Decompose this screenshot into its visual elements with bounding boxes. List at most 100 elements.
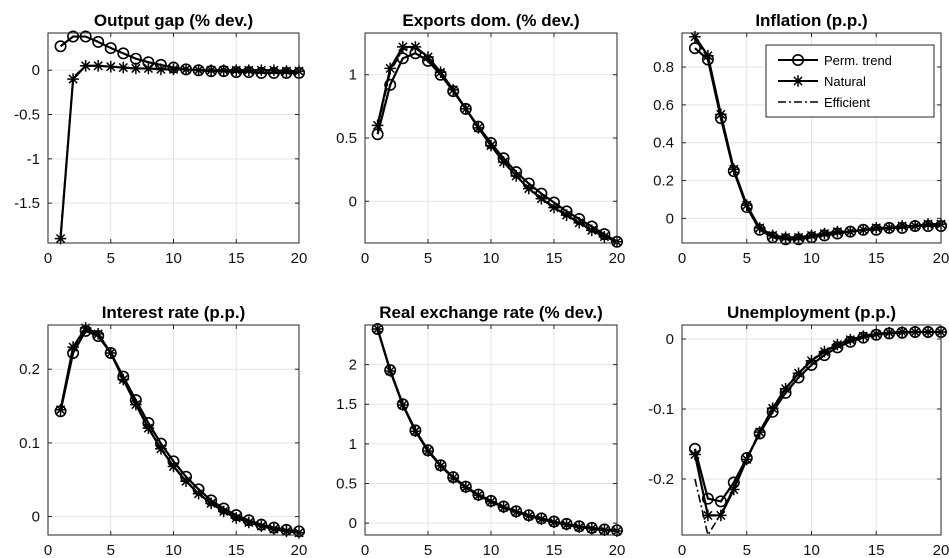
- data-point-asterisk: [689, 30, 701, 43]
- y-tick-label: 0: [666, 331, 674, 348]
- x-tick-label: 20: [291, 250, 308, 267]
- x-tick-label: 0: [678, 542, 686, 558]
- data-point-asterisk: [434, 66, 447, 79]
- x-tick-label: 0: [361, 542, 369, 558]
- x-tick-label: 5: [424, 542, 432, 558]
- data-point-asterisk: [548, 201, 560, 214]
- chart-title: Exports dom. (% dev.): [402, 11, 579, 30]
- data-point-asterisk: [268, 64, 280, 77]
- data-point-asterisk: [104, 347, 117, 359]
- data-point-asterisk: [740, 453, 753, 466]
- data-point-asterisk: [818, 227, 831, 240]
- x-tick-label: 20: [933, 542, 949, 558]
- data-point-asterisk: [586, 224, 598, 237]
- data-point-asterisk: [510, 170, 522, 182]
- data-point-circle: [701, 492, 714, 505]
- x-tick-label: 10: [803, 250, 820, 267]
- data-point-circle: [79, 30, 92, 43]
- data-point-circle: [714, 495, 727, 508]
- x-tick-label: 15: [868, 542, 885, 558]
- data-point-asterisk: [255, 520, 268, 532]
- data-point-asterisk: [397, 41, 409, 53]
- data-point-circle: [117, 47, 130, 60]
- data-point-asterisk: [255, 64, 268, 77]
- x-tick-label: 10: [165, 250, 182, 267]
- legend-marker-asterisk: [792, 75, 804, 87]
- data-point-asterisk: [142, 422, 155, 434]
- series-line-efficient: [376, 328, 618, 532]
- y-tick-label: 0: [349, 515, 357, 532]
- y-tick-label: 0.5: [336, 130, 357, 147]
- data-point-asterisk: [689, 448, 701, 461]
- y-tick-label: -1.5: [14, 195, 40, 212]
- x-tick-label: 0: [678, 250, 686, 267]
- y-tick-label: 0.6: [653, 97, 674, 114]
- x-tick-label: 20: [609, 542, 626, 558]
- data-point-asterisk: [870, 328, 883, 340]
- y-tick-label: 0.4: [653, 135, 674, 152]
- data-point-circle: [54, 40, 67, 53]
- x-tick-label: 5: [107, 542, 115, 558]
- x-tick-label: 15: [228, 542, 245, 558]
- subplot-1: 0 5 10 15 20 -1.5 -1 -0.5 0 Output gap (% dev.): [14, 11, 307, 267]
- data-point-asterisk: [573, 216, 585, 229]
- legend: Perm. trend Natural Efficient: [765, 44, 935, 118]
- data-point-asterisk: [548, 516, 560, 529]
- data-point-circle: [688, 42, 701, 55]
- x-tick-label: 15: [868, 250, 885, 267]
- x-tick-label: 10: [165, 542, 182, 558]
- data-point-asterisk: [142, 62, 155, 75]
- data-point-asterisk: [384, 62, 396, 75]
- data-point-asterisk: [740, 199, 753, 211]
- x-tick-label: 20: [609, 250, 626, 267]
- y-tick-label: 0: [32, 509, 40, 526]
- data-point-asterisk: [155, 63, 167, 76]
- data-point-asterisk: [779, 382, 792, 395]
- y-tick-label: -0.2: [648, 471, 674, 488]
- data-point-asterisk: [217, 64, 230, 77]
- data-point-asterisk: [896, 220, 908, 232]
- legend-label: Perm. trend: [824, 53, 892, 68]
- data-point-asterisk: [460, 103, 472, 115]
- data-point-asterisk: [460, 481, 472, 494]
- y-tick-label: 1: [349, 436, 357, 453]
- y-tick-label: -0.5: [14, 107, 40, 124]
- data-point-asterisk: [883, 326, 895, 339]
- series-line-efficient: [694, 331, 941, 538]
- data-point-asterisk: [753, 222, 766, 234]
- subplot-2: 0 5 10 15 20 0 0.5 1 Exports dom. (% dev.): [336, 11, 625, 267]
- data-point-asterisk: [586, 522, 598, 535]
- x-tick-label: 20: [933, 250, 949, 267]
- x-tick-label: 10: [803, 542, 820, 558]
- data-point-asterisk: [497, 156, 510, 168]
- x-tick-label: 20: [291, 542, 308, 558]
- x-tick-label: 5: [107, 250, 115, 267]
- data-point-asterisk: [766, 229, 779, 242]
- data-point-asterisk: [230, 512, 243, 524]
- data-point-asterisk: [523, 182, 535, 195]
- data-point-asterisk: [447, 84, 459, 96]
- data-point-asterisk: [180, 475, 192, 488]
- x-tick-label: 0: [44, 250, 52, 267]
- x-tick-label: 15: [228, 250, 245, 267]
- data-point-asterisk: [535, 192, 548, 205]
- y-tick-label: 0.2: [653, 173, 674, 190]
- subplot-5: 0 5 10 15 20 0 0.5 1 1.5 2 Real exchange rate (% d…: [336, 303, 625, 558]
- data-point-asterisk: [92, 59, 104, 72]
- data-point-asterisk: [117, 373, 130, 386]
- series-line-perm-trend: [376, 52, 618, 243]
- data-point-asterisk: [560, 209, 573, 221]
- data-point-asterisk: [857, 330, 870, 342]
- y-tick-label: 0: [32, 62, 40, 79]
- data-point-asterisk: [409, 425, 422, 437]
- y-tick-label: 2: [349, 357, 357, 374]
- data-point-asterisk: [409, 41, 422, 53]
- data-point-asterisk: [728, 163, 740, 176]
- data-point-circle: [67, 30, 80, 43]
- data-point-asterisk: [54, 232, 67, 245]
- y-tick-label: 0.8: [653, 59, 674, 76]
- x-tick-label: 0: [44, 542, 52, 558]
- legend-label: Natural: [824, 74, 866, 89]
- y-tick-label: 0: [666, 210, 674, 227]
